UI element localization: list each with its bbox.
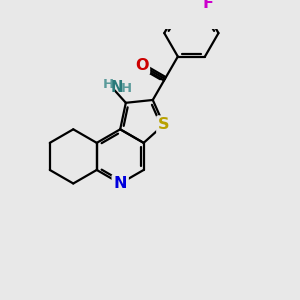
Text: N: N [113, 176, 127, 191]
Text: F: F [203, 0, 214, 11]
Text: S: S [158, 117, 169, 132]
Text: N: N [111, 80, 123, 94]
Text: H: H [103, 78, 114, 91]
Text: H: H [121, 82, 132, 95]
Text: O: O [135, 58, 148, 73]
